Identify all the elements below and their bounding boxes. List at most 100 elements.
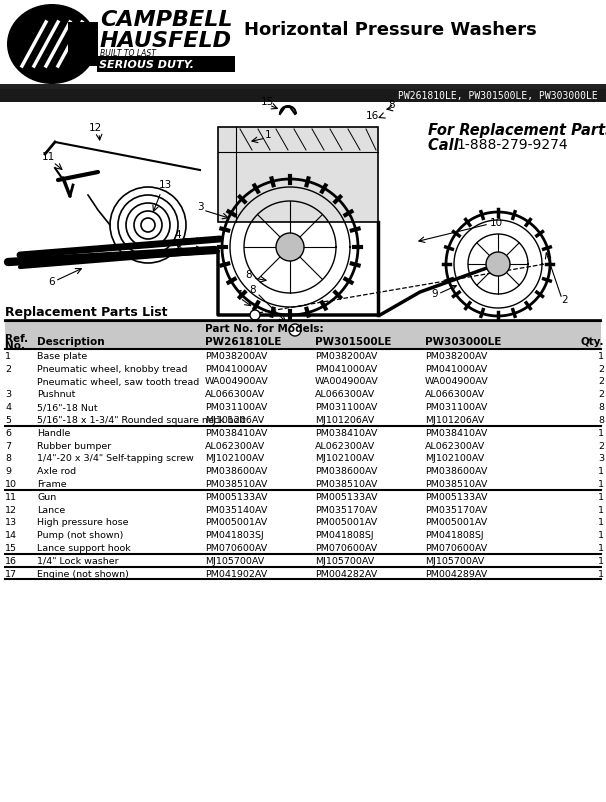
Text: BUILT TO LAST: BUILT TO LAST xyxy=(100,50,156,59)
Circle shape xyxy=(250,310,260,321)
Text: 2: 2 xyxy=(5,364,11,373)
Text: 5/16"-18 Nut: 5/16"-18 Nut xyxy=(37,403,98,411)
Text: Ref.: Ref. xyxy=(5,334,28,343)
Text: 2: 2 xyxy=(562,294,568,305)
Text: MJ101206AV: MJ101206AV xyxy=(315,415,375,424)
Text: 1: 1 xyxy=(598,505,604,514)
Text: 5: 5 xyxy=(5,415,11,424)
Text: 1: 1 xyxy=(598,543,604,553)
Text: PM038410AV: PM038410AV xyxy=(425,428,487,437)
Text: 13: 13 xyxy=(158,180,171,190)
Text: WA004900AV: WA004900AV xyxy=(425,377,489,386)
Text: PM004282AV: PM004282AV xyxy=(315,569,378,577)
Text: MJ101206AV: MJ101206AV xyxy=(425,415,484,424)
Text: 9: 9 xyxy=(5,467,11,476)
Text: 2: 2 xyxy=(598,377,604,386)
Text: PW303000LE: PW303000LE xyxy=(425,337,501,346)
Text: 8: 8 xyxy=(5,454,11,463)
Text: PM031100AV: PM031100AV xyxy=(315,403,378,411)
Text: Horizontal Pressure Washers: Horizontal Pressure Washers xyxy=(244,21,536,39)
Circle shape xyxy=(289,325,301,337)
Text: Axle rod: Axle rod xyxy=(37,467,76,476)
Text: PM038510AV: PM038510AV xyxy=(425,480,487,488)
Text: 12: 12 xyxy=(88,123,102,133)
Text: 17: 17 xyxy=(5,569,17,577)
Text: PM038200AV: PM038200AV xyxy=(205,351,267,360)
Text: 16: 16 xyxy=(5,556,17,565)
Text: AL062300AV: AL062300AV xyxy=(205,441,265,450)
Text: AL066300AV: AL066300AV xyxy=(315,390,375,399)
Text: PM038200AV: PM038200AV xyxy=(315,351,378,360)
Text: MJ102100AV: MJ102100AV xyxy=(425,454,484,463)
Text: AL062300AV: AL062300AV xyxy=(315,441,375,450)
Text: No.: No. xyxy=(5,341,25,350)
Text: 1: 1 xyxy=(598,480,604,488)
Text: PM038600AV: PM038600AV xyxy=(425,467,487,476)
Text: MJ105700AV: MJ105700AV xyxy=(425,556,484,565)
Text: PM005133AV: PM005133AV xyxy=(315,492,378,501)
Text: Pneumatic wheel, saw tooth tread: Pneumatic wheel, saw tooth tread xyxy=(37,377,199,386)
Text: AL066300AV: AL066300AV xyxy=(205,390,265,399)
Text: Pneumatic wheel, knobby tread: Pneumatic wheel, knobby tread xyxy=(37,364,187,373)
Text: 1: 1 xyxy=(598,569,604,577)
Text: 4: 4 xyxy=(175,229,181,240)
Text: 15: 15 xyxy=(261,97,274,107)
Text: Rubber bumper: Rubber bumper xyxy=(37,441,112,450)
Text: 8: 8 xyxy=(598,403,604,411)
Text: Qty.: Qty. xyxy=(581,337,604,346)
Text: PM038510AV: PM038510AV xyxy=(315,480,378,488)
Text: 8: 8 xyxy=(250,285,256,294)
Circle shape xyxy=(276,233,304,261)
Text: PW261810LE: PW261810LE xyxy=(205,337,281,346)
Text: 4: 4 xyxy=(5,403,11,411)
Text: 8: 8 xyxy=(388,100,395,110)
Text: PM038410AV: PM038410AV xyxy=(315,428,378,437)
Text: 6: 6 xyxy=(5,428,11,437)
Text: PM041902AV: PM041902AV xyxy=(205,569,267,577)
Text: PM041000AV: PM041000AV xyxy=(315,364,378,373)
Text: 13: 13 xyxy=(5,517,17,527)
Text: 1/4"-20 x 3/4" Self-tapping screw: 1/4"-20 x 3/4" Self-tapping screw xyxy=(37,454,194,463)
Text: Replacement Parts List: Replacement Parts List xyxy=(5,306,167,318)
Bar xyxy=(0,85,606,90)
Text: 7: 7 xyxy=(5,441,11,450)
Text: 1: 1 xyxy=(598,492,604,501)
Text: MJ105700AV: MJ105700AV xyxy=(205,556,264,565)
Text: High pressure hose: High pressure hose xyxy=(37,517,128,527)
Text: MJ105700AV: MJ105700AV xyxy=(315,556,375,565)
Text: PM005133AV: PM005133AV xyxy=(205,492,267,501)
Text: MJ102100AV: MJ102100AV xyxy=(315,454,375,463)
Text: 3: 3 xyxy=(598,454,604,463)
Text: PW301500LE: PW301500LE xyxy=(315,337,391,346)
Text: 2: 2 xyxy=(598,390,604,399)
Text: Pump (not shown): Pump (not shown) xyxy=(37,530,124,540)
Text: 2: 2 xyxy=(598,364,604,373)
Text: Pushnut: Pushnut xyxy=(37,390,75,399)
Text: Lance: Lance xyxy=(37,505,65,514)
Text: PM070600AV: PM070600AV xyxy=(205,543,267,553)
Text: Base plate: Base plate xyxy=(37,351,87,360)
Text: PM035170AV: PM035170AV xyxy=(315,505,378,514)
Text: PM070600AV: PM070600AV xyxy=(315,543,378,553)
Text: Call: Call xyxy=(428,137,464,152)
Text: 1: 1 xyxy=(598,467,604,476)
Text: Gun: Gun xyxy=(37,492,56,501)
Text: 5: 5 xyxy=(175,243,181,253)
Bar xyxy=(0,90,606,103)
Text: PM041000AV: PM041000AV xyxy=(205,364,267,373)
Text: Handle: Handle xyxy=(37,428,70,437)
Text: PM005001AV: PM005001AV xyxy=(315,517,378,527)
Text: MJ101206AV: MJ101206AV xyxy=(205,415,264,424)
Text: WA004900AV: WA004900AV xyxy=(205,377,268,386)
Text: PM041808SJ: PM041808SJ xyxy=(425,530,484,540)
Text: 8: 8 xyxy=(598,415,604,424)
Text: 16: 16 xyxy=(365,111,379,121)
Text: 10: 10 xyxy=(5,480,17,488)
Text: 9: 9 xyxy=(431,289,438,298)
Text: PM041803SJ: PM041803SJ xyxy=(205,530,264,540)
Text: PM031100AV: PM031100AV xyxy=(425,403,487,411)
Text: HAUSFELD: HAUSFELD xyxy=(100,31,232,51)
Text: PM041000AV: PM041000AV xyxy=(425,364,487,373)
Text: 1: 1 xyxy=(598,556,604,565)
Text: 5/16"-18 x 1-3/4" Rounded square neck bolt: 5/16"-18 x 1-3/4" Rounded square neck bo… xyxy=(37,415,245,424)
